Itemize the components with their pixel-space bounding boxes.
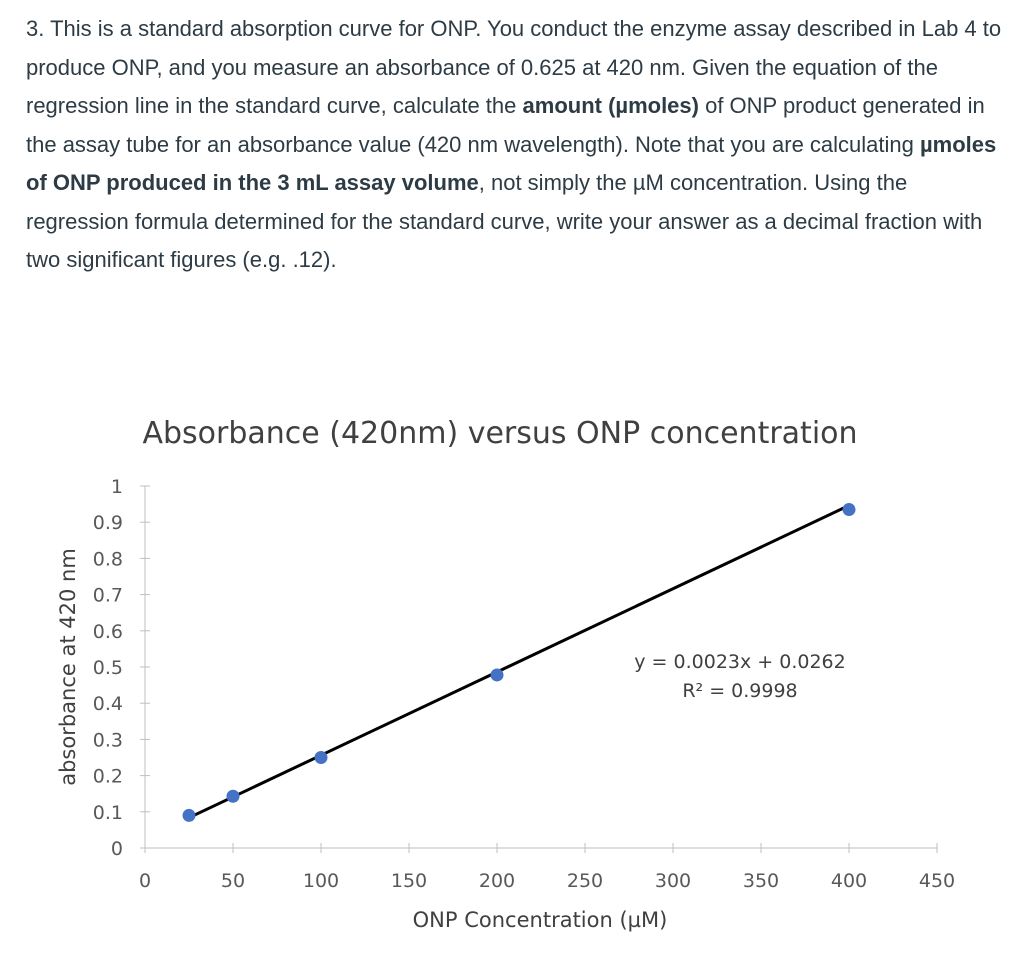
question-part-2: of ONP product generated in the assay tu… [26,93,985,157]
x-tick-label: 250 [567,870,603,892]
x-tick-label: 300 [655,870,691,892]
question-part-1: This is a standard absorption curve for … [26,16,1002,118]
y-tick-label: 0.5 [93,657,123,679]
data-point [182,808,196,822]
question-part-3: , not simply the µM concentration. Using… [26,170,983,272]
data-point [314,751,328,764]
y-axis-label: absorbance at 420 nm [56,548,80,786]
x-tick-label: 350 [743,870,779,892]
x-tick-label: 200 [479,870,515,892]
x-tick-label: 450 [919,870,955,892]
trendline [188,504,850,820]
x-tick-label: 50 [221,870,245,892]
question-bold-2: µmoles of ONP produced in the 3 mL assay… [26,131,997,196]
data-point [842,503,856,517]
chart-title: Absorbance (420nm) versus ONP concentrat… [142,416,857,451]
y-tick-label: 0 [111,838,123,860]
y-axis: 0 0.1 0.2 0.3 0.4 0.5 0.6 0.7 0.8 0.9 1 [93,476,150,860]
y-tick-label: 0.2 [93,766,123,788]
r-squared: R² = 0.9998 [682,680,797,702]
question-bold-1: amount (µmoles) [522,93,699,118]
y-tick-label: 0.9 [93,512,123,534]
regression-line [188,504,850,820]
x-tick-label: 100 [303,870,339,892]
y-tick-label: 0.6 [93,621,123,643]
y-tick-label: 0.1 [93,802,123,824]
y-tick-label: 0.3 [93,729,123,751]
question-text: 3. This is a standard absorption curve f… [26,10,1006,280]
y-tick-label: 0.7 [93,585,123,607]
x-tick-label: 0 [139,870,151,892]
x-tick-label: 150 [391,870,427,892]
data-point [490,668,504,682]
y-tick-label: 0.4 [93,693,123,715]
x-axis-label: ONP Concentration (µM) [413,908,668,932]
data-points [182,503,856,822]
question-number: 3. [26,16,45,41]
regression-equation: y = 0.0023x + 0.0262 [634,651,845,673]
x-axis: 0 50 100 150 200 250 300 350 400 450 [139,843,955,892]
y-tick-label: 0.8 [93,548,123,570]
y-tick-label: 1 [111,476,123,498]
data-point [226,789,240,803]
x-tick-label: 400 [831,870,867,892]
